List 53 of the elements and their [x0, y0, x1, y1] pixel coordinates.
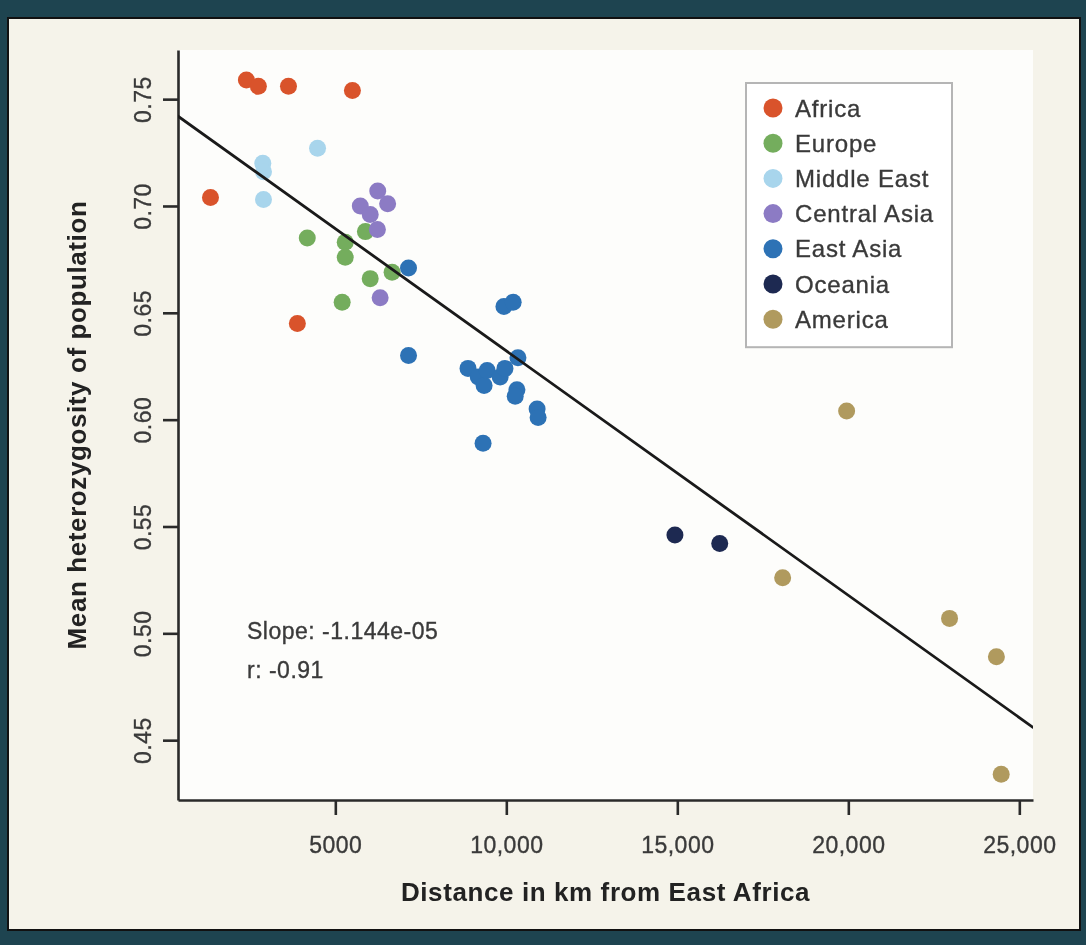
point — [478, 362, 496, 380]
legend-label: America — [795, 305, 889, 333]
point — [666, 526, 684, 544]
point — [255, 191, 272, 209]
legend-label: Europe — [795, 129, 878, 157]
point — [361, 206, 379, 224]
point — [336, 248, 354, 266]
y-tick-label: 0.55 — [130, 503, 156, 551]
point — [298, 229, 316, 247]
point — [201, 188, 219, 206]
annotation: Slope: -1.144e-05 — [247, 618, 439, 644]
point — [309, 139, 327, 157]
point — [333, 293, 351, 311]
point — [838, 402, 856, 420]
point — [400, 259, 418, 277]
point — [496, 359, 514, 377]
y-tick-label: 0.50 — [130, 610, 156, 658]
point — [474, 434, 492, 452]
y-tick-label: 0.65 — [130, 289, 156, 337]
x-axis-title: Distance in km from East Africa — [400, 877, 811, 907]
point — [992, 765, 1010, 783]
point — [941, 609, 959, 627]
y-axis-title: Mean heterozygosity of population — [62, 200, 92, 650]
point — [369, 182, 387, 200]
point — [400, 347, 418, 365]
point — [371, 289, 389, 307]
point — [288, 315, 306, 332]
point — [475, 376, 493, 394]
legend-label: Oceania — [795, 270, 890, 298]
y-tick-label: 0.60 — [130, 396, 156, 444]
x-tick-label: 10,000 — [470, 832, 544, 859]
point — [279, 77, 297, 95]
x-tick-label: 5000 — [309, 832, 363, 859]
legend-label: Central Asia — [795, 200, 934, 228]
point — [249, 77, 267, 95]
point — [711, 535, 729, 553]
point — [379, 195, 397, 213]
legend-label: East Asia — [795, 235, 903, 263]
x-tick-label: 25,000 — [983, 832, 1057, 859]
point — [343, 82, 361, 100]
point — [361, 270, 379, 288]
x-tick-label: 20,000 — [812, 832, 886, 859]
legend-label: Africa — [795, 94, 862, 122]
legend-label: Middle East — [795, 165, 930, 193]
annotation: r: -0.91 — [247, 657, 324, 683]
y-tick-label: 0.45 — [130, 717, 156, 765]
y-tick-label: 0.70 — [130, 183, 156, 230]
point — [774, 569, 792, 587]
point — [368, 220, 386, 238]
x-tick-label: 15,000 — [641, 832, 715, 859]
y-tick-label: 0.75 — [130, 76, 156, 124]
point — [987, 648, 1005, 666]
point — [504, 293, 522, 311]
